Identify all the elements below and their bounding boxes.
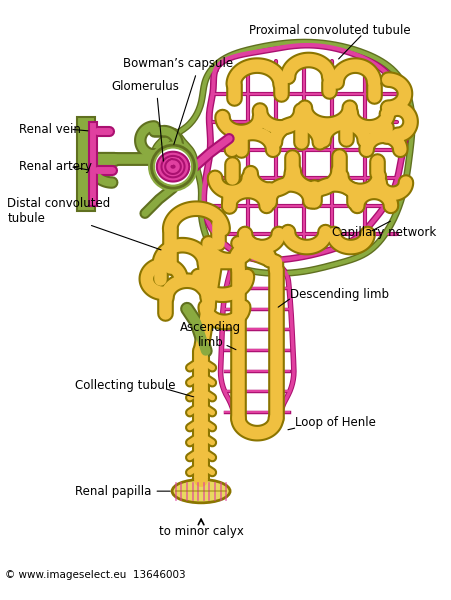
Text: Renal artery: Renal artery bbox=[18, 160, 92, 173]
Text: Glomerulus: Glomerulus bbox=[111, 80, 179, 92]
Ellipse shape bbox=[172, 479, 230, 503]
Text: Distal convoluted
tubule: Distal convoluted tubule bbox=[8, 197, 111, 224]
Bar bbox=[77, 117, 96, 211]
Text: Descending limb: Descending limb bbox=[290, 288, 389, 301]
Text: Capillary network: Capillary network bbox=[332, 226, 436, 239]
Text: to minor calyx: to minor calyx bbox=[159, 525, 244, 538]
Text: Renal papilla: Renal papilla bbox=[75, 485, 151, 497]
Text: Proximal convoluted tubule: Proximal convoluted tubule bbox=[249, 23, 410, 37]
Circle shape bbox=[152, 145, 194, 188]
Text: Ascending
limb: Ascending limb bbox=[180, 321, 241, 349]
Text: Bowman’s capsule: Bowman’s capsule bbox=[123, 57, 233, 70]
Text: Loop of Henle: Loop of Henle bbox=[295, 416, 376, 430]
Text: Collecting tubule: Collecting tubule bbox=[75, 379, 175, 392]
Bar bbox=[89, 122, 97, 206]
Text: © www.imageselect.eu  13646003: © www.imageselect.eu 13646003 bbox=[5, 571, 185, 580]
Text: Renal vein: Renal vein bbox=[18, 123, 81, 136]
